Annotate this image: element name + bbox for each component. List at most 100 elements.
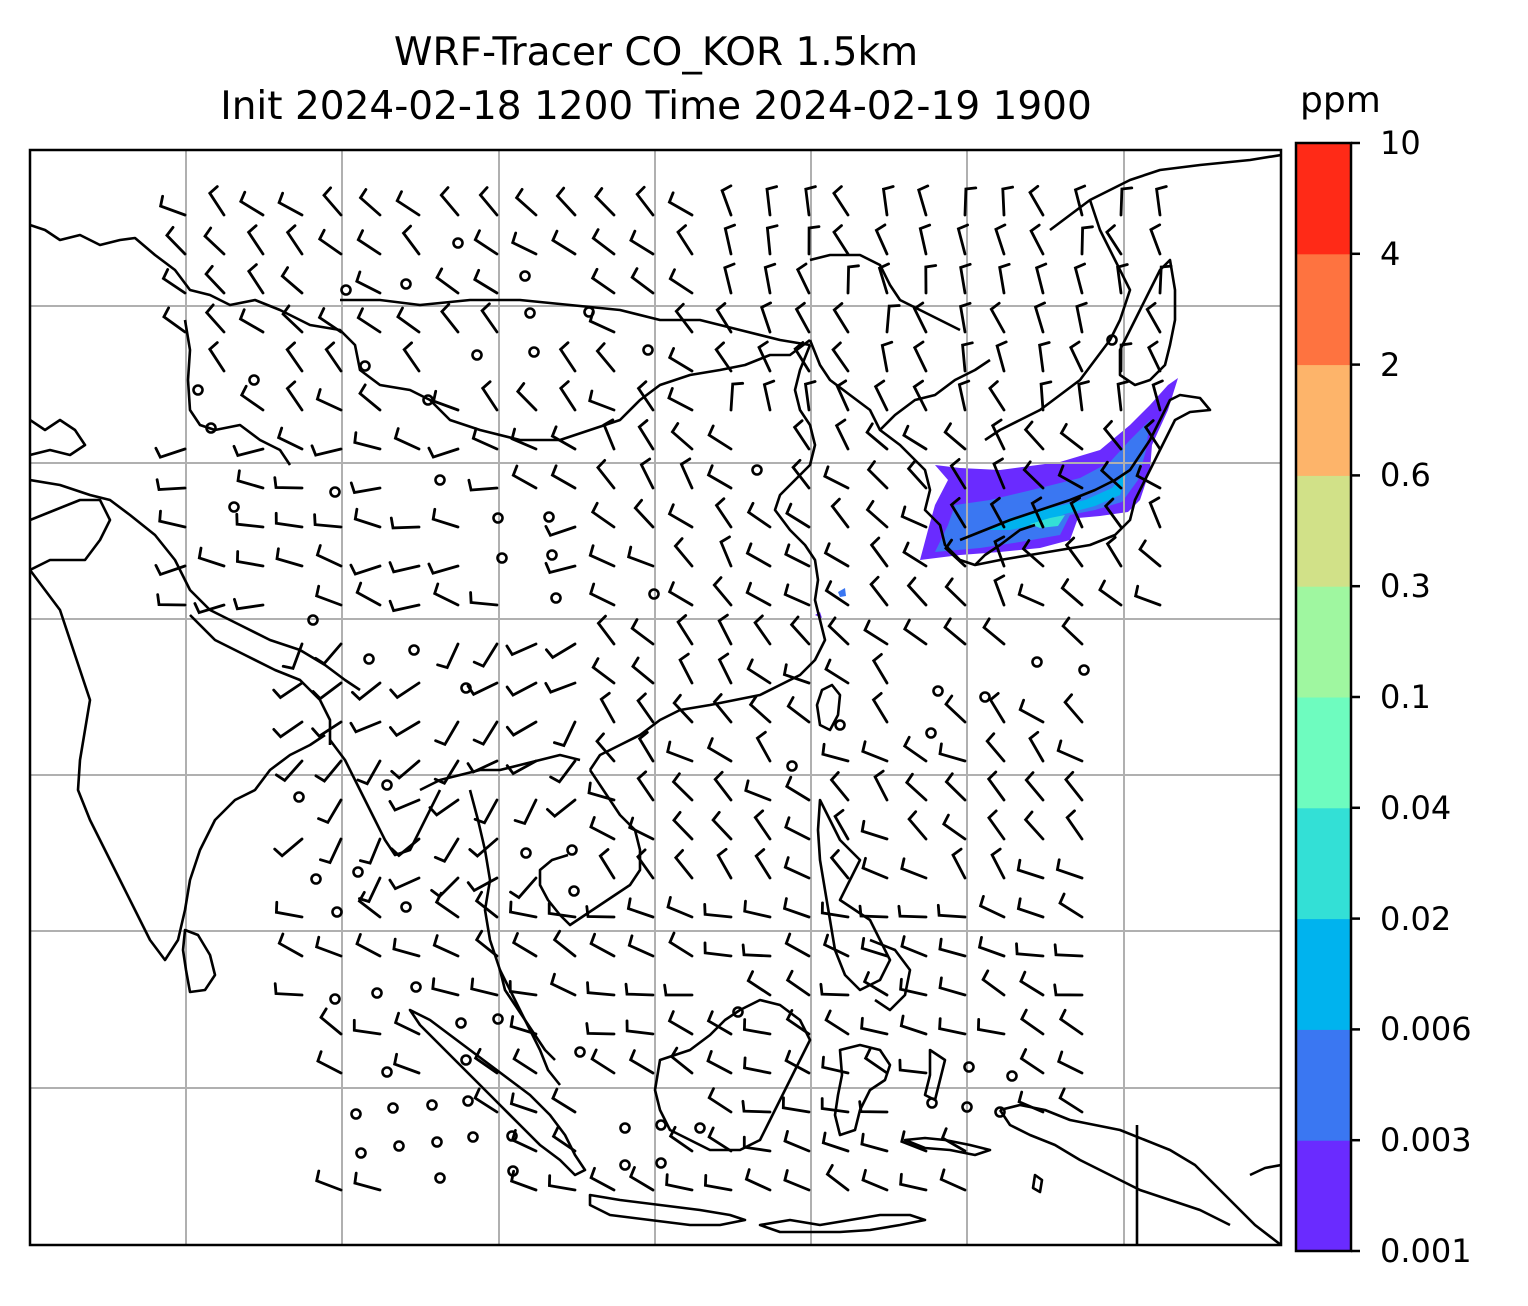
wind-barb bbox=[158, 509, 187, 529]
wind-barb bbox=[322, 186, 343, 217]
wind-barb bbox=[829, 849, 850, 880]
wind-barb bbox=[860, 1132, 889, 1153]
wind-barb bbox=[1028, 184, 1045, 217]
wind-barb bbox=[762, 379, 776, 412]
wind-barb bbox=[940, 1127, 967, 1153]
wind-barb bbox=[703, 903, 733, 919]
wind-barb bbox=[1039, 380, 1053, 412]
colorbar-segment bbox=[1296, 697, 1351, 809]
wind-barb bbox=[674, 302, 694, 334]
wind-barb bbox=[474, 929, 499, 958]
calm-circle bbox=[350, 1108, 362, 1120]
wind-barb bbox=[628, 816, 655, 841]
wind-barb bbox=[667, 503, 694, 529]
wind-barb bbox=[272, 681, 304, 700]
wind-barb bbox=[917, 184, 930, 217]
wind-barb bbox=[274, 511, 304, 529]
wind-barb bbox=[743, 1056, 772, 1075]
calm-circle bbox=[387, 1102, 399, 1114]
wind-barb bbox=[471, 427, 499, 451]
wind-barb bbox=[706, 1050, 733, 1075]
colorbar-tick-label: 0.003 bbox=[1380, 1121, 1472, 1160]
wind-barb bbox=[246, 263, 265, 295]
wind-barb bbox=[706, 737, 733, 763]
wind-barb bbox=[763, 262, 777, 295]
wind-barb bbox=[992, 457, 1006, 490]
calm-circle bbox=[329, 486, 341, 498]
wind-barb bbox=[1069, 340, 1084, 373]
wind-barb bbox=[625, 1019, 655, 1036]
wind-barb bbox=[509, 900, 538, 919]
wind-barb bbox=[742, 1018, 772, 1036]
wind-barb bbox=[794, 301, 811, 334]
wind-barb bbox=[544, 525, 577, 538]
wind-barb bbox=[473, 229, 499, 256]
calm-circle bbox=[528, 346, 540, 358]
wind-barb bbox=[666, 896, 694, 919]
wind-barb bbox=[861, 1168, 889, 1192]
wind-barb bbox=[860, 819, 889, 841]
wind-barb bbox=[440, 302, 460, 334]
wind-barb bbox=[388, 561, 421, 574]
wind-barb bbox=[204, 264, 226, 295]
coastlines-borders bbox=[30, 153, 1281, 1245]
wind-barb bbox=[703, 941, 733, 958]
wind-barb bbox=[232, 444, 265, 458]
wind-barb bbox=[1143, 419, 1162, 451]
wind-barb bbox=[627, 934, 655, 958]
wind-barb bbox=[591, 228, 616, 256]
wind-barb bbox=[1061, 616, 1084, 646]
wind-barb bbox=[358, 188, 382, 217]
wind-barb bbox=[753, 809, 772, 841]
wind-barb bbox=[514, 188, 538, 217]
wind-barb bbox=[1065, 809, 1084, 841]
wind-barb bbox=[389, 720, 421, 738]
wind-barb bbox=[472, 720, 499, 746]
wind-barb bbox=[714, 497, 733, 529]
colorbar-segment bbox=[1296, 586, 1351, 698]
wind-barb bbox=[885, 304, 901, 334]
wind-barb bbox=[550, 425, 577, 451]
wind-barb bbox=[1021, 539, 1045, 568]
wind-barb bbox=[598, 848, 616, 880]
wind-barb bbox=[822, 933, 850, 958]
wind-barb bbox=[233, 597, 265, 611]
wind-barb bbox=[509, 876, 538, 900]
wind-barb bbox=[821, 1131, 850, 1153]
wind-barb bbox=[207, 185, 226, 217]
wind-barb bbox=[628, 1049, 655, 1075]
wind-barb bbox=[1020, 1008, 1045, 1036]
wind-barb bbox=[402, 341, 421, 373]
wind-barb bbox=[832, 302, 850, 334]
calm-circle bbox=[732, 1006, 744, 1018]
wind-barb bbox=[899, 1014, 928, 1036]
wind-barb bbox=[154, 564, 187, 577]
wind-barb bbox=[793, 341, 811, 373]
plume-core bbox=[1030, 515, 1065, 528]
wind-barb bbox=[275, 547, 304, 568]
wind-barb bbox=[902, 541, 928, 568]
wind-barb bbox=[782, 897, 811, 919]
wind-barb bbox=[203, 226, 226, 256]
calm-circle bbox=[492, 1013, 504, 1025]
wind-barb bbox=[161, 268, 187, 295]
wind-barb bbox=[1147, 340, 1162, 373]
wind-barb bbox=[630, 618, 655, 646]
wind-barb bbox=[759, 301, 772, 334]
wind-barb bbox=[549, 972, 577, 997]
colorbar-segment bbox=[1296, 475, 1351, 587]
wind-barb bbox=[511, 464, 538, 490]
wind-barb bbox=[1155, 185, 1168, 217]
wind-barb bbox=[865, 500, 889, 529]
wind-barb bbox=[235, 512, 265, 529]
wind-barb bbox=[427, 562, 460, 575]
wind-barb bbox=[435, 267, 460, 295]
calm-circle bbox=[310, 873, 322, 885]
wind-barb bbox=[1135, 464, 1162, 490]
wind-barb bbox=[676, 224, 694, 256]
wind-barb bbox=[599, 691, 616, 724]
wind-barb bbox=[473, 1087, 499, 1114]
wind-barb bbox=[902, 735, 928, 763]
wind-barb bbox=[754, 848, 772, 880]
wind-barb bbox=[1017, 1090, 1045, 1114]
